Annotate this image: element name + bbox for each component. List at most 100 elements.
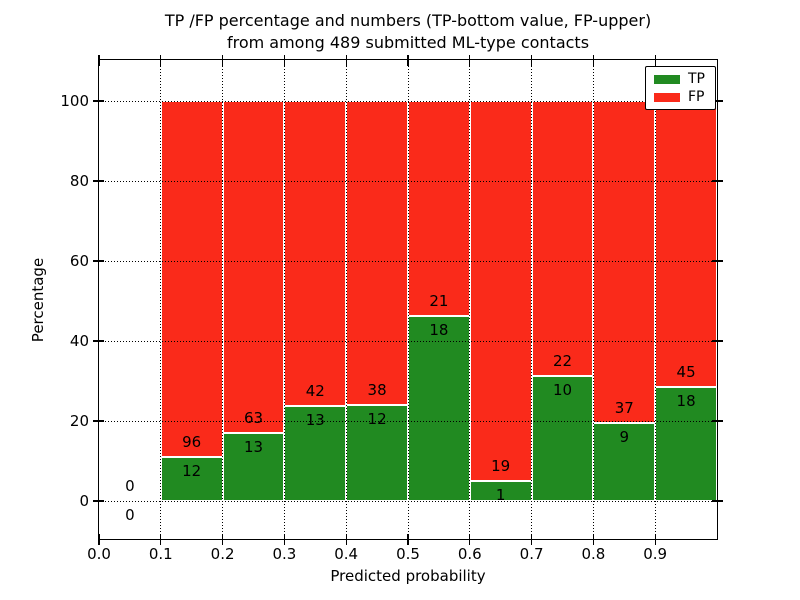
bar-segment-tp [593,422,656,501]
fp-count-label: 0 [125,477,135,495]
y-tick-label: 60 [69,252,89,270]
tp-count-label: 12 [367,410,387,428]
y-tick-label: 40 [69,332,89,350]
bar-segment-fp [160,101,223,457]
x-tick-mark [654,534,656,545]
x-tick-mark [283,534,286,545]
fp-count-label: 96 [182,432,202,451]
bar-segment-fp [284,101,347,407]
x-tick-mark [407,534,409,545]
legend-item-fp: FP [654,90,715,104]
y-tick-mark-right [712,340,723,342]
gridline-vertical [531,60,533,539]
gridline-vertical [407,60,409,539]
bar-segment-tp [531,376,594,501]
fp-count-label: 37 [614,398,634,417]
gridline-vertical [345,60,347,539]
fp-count-label: 22 [552,352,573,370]
x-tick-label: 0.8 [581,545,606,563]
fp-count-label: 63 [243,408,264,427]
bar-segment-tp [408,316,470,501]
gridline-vertical [160,60,162,539]
tp-count-label: 9 [619,427,630,446]
fp-count-label: 42 [305,382,325,401]
tp-count-label: 10 [552,381,573,399]
tp-count-label: 18 [676,391,696,410]
y-tick-mark-right [712,420,723,422]
y-tick-label: 20 [69,412,89,430]
legend-label-tp: TP [688,71,705,87]
x-tick-label: 0.0 [87,545,111,563]
x-tick-mark-top [283,55,286,66]
tp-swatch-icon [654,74,680,84]
bar-segment-fp [408,101,470,317]
bar-segment-fp [593,101,656,423]
bar-segment-fp [346,101,408,405]
tp-count-label: 0 [125,506,135,524]
tp-count-label: 13 [305,411,325,430]
x-tick-label: 0.1 [148,545,173,563]
tp-count-label: 12 [182,461,202,480]
y-tick-mark-right [712,180,723,182]
bar-segment-fp [531,101,594,376]
x-tick-label: 0.4 [334,545,359,563]
y-tick-label: 100 [60,92,89,110]
bar-segment-fp [222,101,285,433]
x-axis-label: Predicted probability [330,567,486,585]
x-tick-label: 0.6 [457,545,482,563]
y-tick-mark [93,100,104,102]
x-tick-mark-top [160,55,162,66]
legend: TP FP [645,66,716,110]
legend-item-tp: TP [654,72,715,86]
x-tick-mark [160,534,162,545]
fp-count-label: 45 [676,362,696,381]
x-tick-mark-top [345,55,347,66]
chart-title: TP /FP percentage and numbers (TP-bottom… [99,10,717,54]
chart-title-line2: from among 489 submitted ML-type contact… [226,33,590,52]
gridline-vertical [283,60,285,539]
y-tick-label: 0 [79,492,89,510]
y-tick-label: 80 [69,172,89,190]
y-tick-mark [93,180,104,182]
x-tick-mark [345,534,347,545]
gridline-vertical [469,60,471,539]
x-tick-label: 0.7 [519,545,544,563]
y-tick-mark-right [712,500,723,502]
x-tick-mark-top [407,55,409,66]
tp-count-label: 1 [495,486,506,504]
x-tick-mark-top [530,55,533,66]
y-tick-mark [93,260,104,262]
y-tick-mark [93,340,104,342]
gridline-vertical [654,60,656,539]
x-tick-mark-top [654,55,656,66]
tp-count-label: 13 [243,437,264,456]
gridline-vertical [592,60,594,539]
fp-swatch-icon [654,92,680,102]
x-tick-mark-top [221,55,224,66]
fp-count-label: 21 [429,292,449,311]
y-tick-mark [93,420,104,422]
x-tick-mark [592,534,595,545]
gridline-vertical [222,60,224,539]
x-tick-label: 0.2 [210,545,235,563]
fp-count-label: 38 [367,381,387,399]
x-tick-mark [469,534,471,545]
x-tick-mark [530,534,533,545]
x-tick-mark-top [469,55,471,66]
fp-count-label: 19 [491,457,511,475]
x-tick-label: 0.3 [272,545,297,563]
x-tick-label: 0.9 [643,545,668,563]
y-tick-mark [93,500,104,502]
x-tick-mark-top [592,55,595,66]
legend-label-fp: FP [688,89,705,105]
x-tick-mark [221,534,224,545]
chart-title-line1: TP /FP percentage and numbers (TP-bottom… [164,11,652,30]
bar-segment-tp [160,456,223,501]
x-tick-mark [98,534,100,545]
x-tick-label: 0.5 [396,545,420,563]
y-tick-mark-right [712,260,723,262]
x-tick-mark-top [98,55,100,66]
bar-segment-fp [655,101,717,387]
tp-count-label: 18 [429,321,449,340]
